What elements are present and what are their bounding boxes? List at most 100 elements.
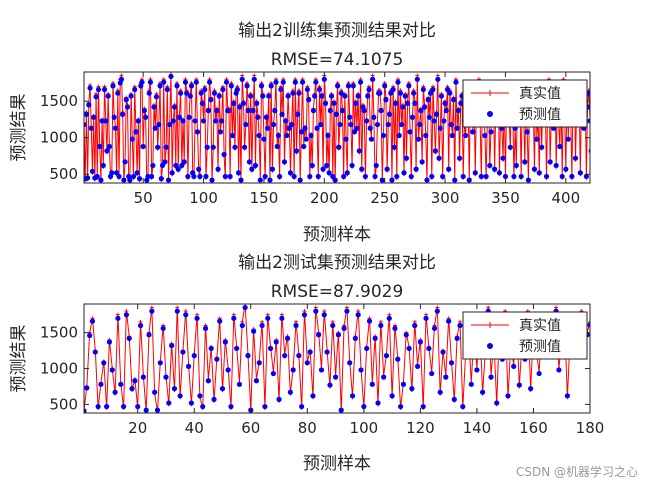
data-point-predicted xyxy=(301,312,308,318)
data-point-predicted xyxy=(403,332,409,338)
data-point-predicted xyxy=(234,86,240,93)
data-point-predicted xyxy=(304,360,310,366)
data-point-predicted xyxy=(335,332,342,338)
data-point-predicted xyxy=(100,162,106,169)
data-point-predicted xyxy=(310,393,316,399)
data-point-predicted xyxy=(168,73,174,79)
data-point-predicted xyxy=(483,173,489,180)
data-point-predicted xyxy=(118,381,124,387)
data-point-predicted xyxy=(380,132,387,139)
legend-label: 预测值 xyxy=(519,107,561,123)
data-point-predicted xyxy=(278,86,284,93)
data-point-predicted xyxy=(129,386,135,392)
data-point-predicted xyxy=(228,83,234,89)
x-tick-label: 150 xyxy=(250,189,279,207)
data-point-predicted xyxy=(353,100,359,107)
data-point-predicted xyxy=(491,166,498,172)
data-point-predicted xyxy=(399,121,405,128)
data-point-predicted xyxy=(129,136,135,142)
data-point-predicted xyxy=(140,143,146,150)
data-point-predicted xyxy=(307,173,313,180)
data-point-predicted xyxy=(222,173,228,180)
data-point-predicted xyxy=(366,318,373,324)
data-point-predicted xyxy=(443,374,449,380)
data-point-predicted xyxy=(325,132,331,139)
data-point-predicted xyxy=(167,121,173,128)
data-point-predicted xyxy=(472,170,478,176)
data-point-predicted xyxy=(132,378,138,384)
data-point-predicted xyxy=(116,173,122,180)
data-point-predicted xyxy=(84,385,90,391)
data-point-predicted xyxy=(110,83,116,89)
data-point-predicted xyxy=(390,86,396,93)
data-point-actual xyxy=(601,92,605,96)
data-point-predicted xyxy=(591,77,596,82)
x-tick-label: 300 xyxy=(431,189,460,207)
data-point-predicted xyxy=(487,162,493,169)
data-point-predicted xyxy=(434,308,440,314)
data-point-predicted xyxy=(115,315,121,321)
data-point-predicted xyxy=(321,312,327,318)
x-tick-label: 60 xyxy=(241,419,260,437)
y-tick-label: 1000 xyxy=(40,360,78,378)
data-point-predicted xyxy=(326,170,332,176)
data-point-predicted xyxy=(264,125,271,131)
data-point-predicted xyxy=(229,132,236,139)
data-point-predicted xyxy=(347,114,353,120)
data-point-predicted xyxy=(234,345,240,352)
legend-label: 真实值 xyxy=(519,318,561,334)
data-point-predicted xyxy=(372,335,378,342)
data-point-predicted xyxy=(406,345,412,352)
data-point-predicted xyxy=(419,159,425,165)
data-point-predicted xyxy=(173,162,179,169)
data-point-predicted xyxy=(389,177,395,183)
y-tick-label: 500 xyxy=(49,165,78,183)
data-point-predicted xyxy=(112,125,118,131)
data-point-predicted xyxy=(327,382,333,388)
data-point-predicted xyxy=(474,367,480,373)
data-point-predicted xyxy=(291,173,297,180)
data-point-predicted xyxy=(596,122,601,127)
data-point-predicted xyxy=(156,121,162,128)
data-point-predicted xyxy=(479,389,486,395)
data-point-predicted xyxy=(505,393,511,399)
data-point-predicted xyxy=(283,118,289,124)
data-point-predicted xyxy=(502,173,509,180)
x-tick-label: 140 xyxy=(463,419,492,437)
legend-box xyxy=(462,311,588,360)
data-point-predicted xyxy=(171,386,178,392)
data-point-predicted xyxy=(166,400,172,406)
data-point-predicted xyxy=(243,121,249,128)
data-point-predicted xyxy=(331,100,337,107)
data-point-predicted xyxy=(213,118,219,124)
data-point-predicted xyxy=(425,97,431,103)
data-point-predicted xyxy=(547,159,553,165)
data-point-predicted xyxy=(154,407,161,413)
data-point-predicted xyxy=(112,389,118,395)
data-point-predicted xyxy=(214,356,220,362)
data-point-predicted xyxy=(203,173,209,180)
data-point-predicted xyxy=(595,87,600,92)
data-point-predicted xyxy=(284,132,290,139)
data-point-predicted xyxy=(367,125,373,131)
data-point-predicted xyxy=(296,90,302,96)
data-point-predicted xyxy=(513,162,519,169)
y-tick-label: 1000 xyxy=(40,129,78,147)
x-tick-label: 250 xyxy=(370,189,399,207)
data-point-predicted xyxy=(281,159,288,165)
data-point-predicted xyxy=(306,97,312,103)
data-point-predicted xyxy=(164,86,170,93)
data-point-actual xyxy=(588,319,590,324)
data-point-predicted xyxy=(152,389,158,395)
data-point-predicted xyxy=(531,166,538,172)
data-point-predicted xyxy=(349,162,355,169)
data-point-predicted xyxy=(101,360,107,366)
data-point-predicted xyxy=(111,114,117,120)
data-point-predicted xyxy=(392,100,399,107)
data-point-predicted xyxy=(183,312,189,318)
data-point-predicted xyxy=(120,403,127,410)
data-point-predicted xyxy=(313,308,319,314)
data-point-predicted xyxy=(86,102,92,108)
data-point-predicted xyxy=(262,173,268,180)
data-point-actual xyxy=(592,74,596,78)
